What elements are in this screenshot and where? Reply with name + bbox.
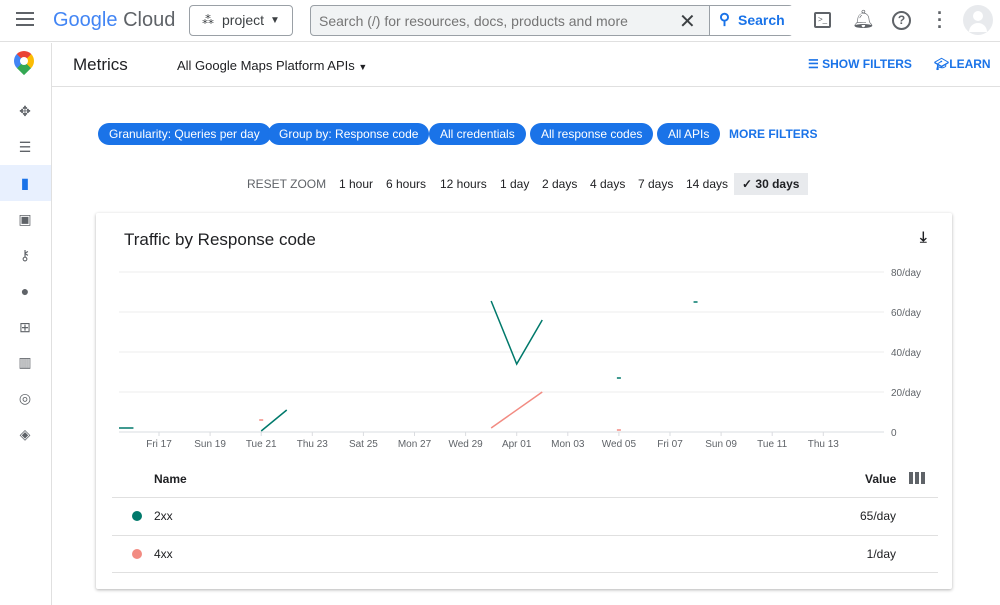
api-select[interactable]: All Google Maps Platform APIs ▼	[177, 58, 367, 73]
project-label: project	[222, 12, 265, 28]
download-icon[interactable]: ⤓	[920, 229, 927, 246]
column-picker-icon[interactable]	[909, 472, 925, 484]
row-name: 2xx	[154, 509, 173, 523]
row-value: 65/day	[859, 509, 896, 523]
search-box[interactable]: ✕ ⚲ Search	[310, 5, 793, 36]
x-tick-label: Thu 23	[297, 439, 329, 450]
x-tick-label: Sat 25	[349, 439, 378, 450]
bar-chart-icon: ▮	[21, 175, 29, 191]
search-input[interactable]	[319, 9, 669, 33]
row-value: 1/day	[866, 547, 896, 561]
google-cloud-logo[interactable]: Google Cloud	[53, 9, 175, 32]
learn-button[interactable]: 🎓︎LEARN	[934, 57, 991, 71]
zoom-2-days[interactable]: 2 days	[542, 177, 578, 191]
y-tick-label: 0	[891, 428, 897, 439]
y-tick-label: 60/day	[891, 308, 921, 319]
filter-chip-group-by[interactable]: Group by: Response code	[268, 123, 430, 145]
zoom-12-hours[interactable]: 12 hours	[440, 177, 487, 191]
palette-icon[interactable]: ◎	[18, 390, 32, 406]
show-filters-label: SHOW FILTERS	[822, 57, 912, 71]
x-tick-label: Apr 01	[502, 439, 532, 450]
menu-icon[interactable]	[16, 12, 34, 26]
x-tick-label: Mon 27	[398, 439, 432, 450]
sub-header: Metrics All Google Maps Platform APIs ▼ …	[52, 43, 1000, 87]
series-color-dot	[132, 549, 142, 559]
search-icon: ⚲	[719, 11, 730, 28]
sidebar-quotas-icon[interactable]: ▣	[18, 211, 32, 227]
column-value: Value	[865, 472, 897, 486]
x-tick-label: Tue 11	[757, 439, 787, 450]
check-icon: ✓	[742, 177, 753, 191]
brand-cloud: Cloud	[123, 9, 176, 31]
more-vert-icon[interactable]: · · ·	[937, 3, 943, 37]
sidebar-list-icon[interactable]: ☰	[18, 139, 32, 155]
key-icon[interactable]: ⚷	[19, 247, 31, 263]
avatar[interactable]	[963, 5, 993, 35]
chart-title: Traffic by Response code	[124, 230, 316, 249]
y-tick-label: 80/day	[891, 268, 921, 279]
x-tick-label: Tue 21	[246, 439, 277, 450]
series-2xx-line	[260, 409, 288, 432]
brand-google: Google	[53, 9, 118, 31]
reset-zoom-button[interactable]: RESET ZOOM	[247, 177, 327, 191]
filter-chip-granularity[interactable]: Granularity: Queries per day	[98, 123, 271, 145]
x-tick-label: Wed 29	[448, 439, 483, 450]
x-tick-label: Wed 05	[602, 439, 637, 450]
series-4xx-line	[490, 391, 543, 429]
x-tick-label: Fri 07	[657, 439, 683, 450]
zoom-1-day[interactable]: 1 day	[500, 177, 530, 191]
x-tick-label: Fri 17	[146, 439, 172, 450]
table-row: 4xx 1/day	[112, 536, 938, 573]
zoom-4-days[interactable]: 4 days	[590, 177, 626, 191]
layers-icon[interactable]: ◈	[19, 426, 31, 442]
page-title: Metrics	[73, 55, 128, 74]
chart-card	[96, 213, 952, 589]
clear-icon[interactable]: ✕	[679, 11, 696, 33]
person-icon[interactable]: ●	[20, 283, 30, 299]
filter-chip-credentials[interactable]: All credentials	[429, 123, 526, 145]
zoom-7-days[interactable]: 7 days	[638, 177, 674, 191]
series-color-dot	[132, 511, 142, 521]
cloud-shell-icon[interactable]: >_	[814, 12, 831, 28]
y-tick-label: 20/day	[891, 388, 921, 399]
traffic-chart: 0 20/day 40/day 60/day 80/day Fri 17 Sun 19 Tue…	[119, 268, 921, 450]
zoom-30-days-label: 30 days	[755, 177, 800, 191]
chevron-down-icon: ▼	[358, 62, 368, 72]
notifications-icon[interactable]: 🔔︎	[852, 9, 875, 29]
x-tick-label: Sun 09	[705, 439, 737, 450]
row-name: 4xx	[154, 547, 173, 561]
sidebar: ✥ ☰ ▮ ▣ ⚷ ● ⊞ ▥ ◎ ◈	[0, 43, 52, 605]
series-2xx-line	[490, 300, 543, 366]
y-tick-label: 40/day	[891, 348, 921, 359]
zoom-14-days[interactable]: 14 days	[686, 177, 729, 191]
project-icon: ⁂	[202, 13, 214, 27]
apps-icon[interactable]: ⊞	[19, 319, 31, 335]
zoom-6-hours[interactable]: 6 hours	[386, 177, 427, 191]
show-filters-button[interactable]: ☰ SHOW FILTERS	[808, 57, 912, 71]
sidebar-item-metrics[interactable]: ▮	[0, 165, 51, 201]
x-tick-label: Sun 19	[194, 439, 226, 450]
x-tick-label: Thu 13	[808, 439, 840, 450]
top-bar: Google Cloud ⁂ project ▼ ✕ ⚲ Search >_ 🔔…	[0, 0, 1000, 42]
search-button-label: Search	[738, 12, 785, 28]
api-select-label: All Google Maps Platform APIs	[177, 58, 355, 73]
table-header: Name Value	[112, 460, 938, 498]
project-picker[interactable]: ⁂ project ▼	[189, 5, 293, 36]
map-icon[interactable]: ▥	[18, 354, 32, 370]
search-button[interactable]: ⚲ Search	[709, 6, 793, 35]
column-name: Name	[154, 472, 187, 486]
help-icon[interactable]: ?	[892, 11, 911, 30]
x-tick-label: Mon 03	[551, 439, 585, 450]
filter-chip-apis[interactable]: All APIs	[657, 123, 721, 145]
learn-label: LEARN	[949, 57, 991, 71]
zoom-1-hour[interactable]: 1 hour	[339, 177, 374, 191]
table-row: 2xx 65/day	[112, 498, 938, 536]
filter-chip-response-codes[interactable]: All response codes	[530, 123, 654, 145]
sidebar-overview-icon[interactable]: ✥	[19, 103, 31, 119]
chevron-down-icon: ▼	[270, 15, 280, 26]
more-filters-button[interactable]: MORE FILTERS	[729, 127, 818, 141]
zoom-30-days[interactable]: ✓ 30 days	[734, 173, 808, 195]
school-icon: 🎓︎	[934, 57, 950, 71]
filter-icon: ☰	[808, 57, 819, 71]
